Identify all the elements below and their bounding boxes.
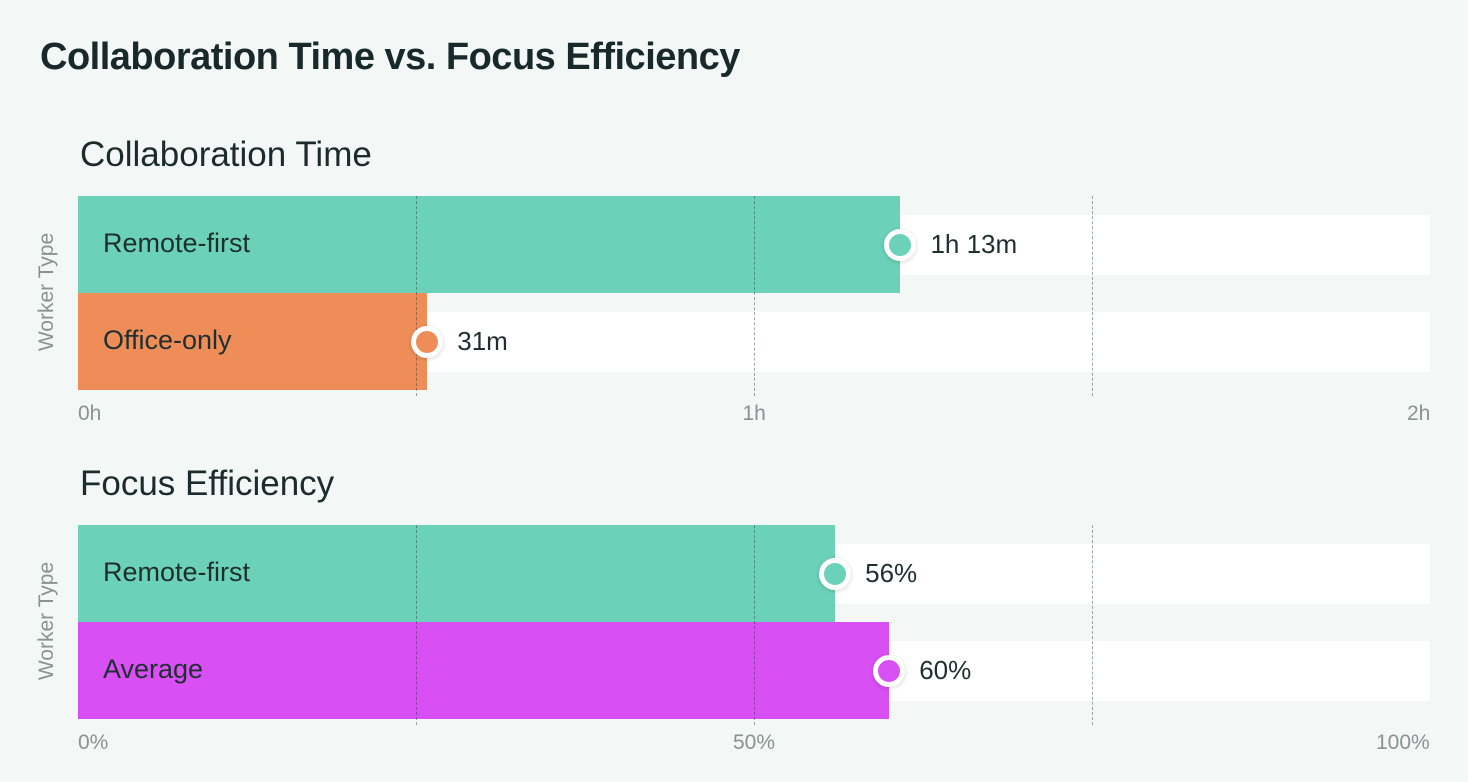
gridline [754,525,755,725]
x-tick-label: 1h [742,402,766,425]
gridline [416,196,417,396]
collaboration-plot-area: Remote-first Office-only 1h 13m 31m 0h 1h 2h [78,196,1430,426]
bar-average [78,622,890,719]
value-marker-remote-first [819,557,852,590]
collaboration-time-title: Collaboration Time [80,135,372,174]
value-label-remote-first: 56% [865,558,918,588]
x-tick-label: 50% [733,731,776,754]
x-tick-label: 2h [1407,402,1431,425]
category-label-average: Average [103,654,204,684]
category-label-office-only: Office-only [103,325,232,355]
collaboration-y-axis-label: Worker Type [35,232,58,352]
value-label-office-only: 31m [457,326,508,356]
x-tick-label: 100% [1376,731,1430,754]
focus-efficiency-title: Focus Efficiency [80,464,335,503]
bar-office-only [78,293,428,390]
value-marker-remote-first [884,228,917,261]
category-label-remote-first: Remote-first [103,228,251,258]
x-tick-label: 0% [78,731,109,754]
gridline [416,525,417,725]
bar-remote-first [78,196,901,293]
focus-plot-area: Remote-first Average 56% 60% 0% 50% 100% [78,525,1430,755]
bar-remote-first [78,525,836,622]
value-marker-average [873,654,906,687]
focus-y-axis-label: Worker Type [35,561,58,681]
value-marker-office-only [411,325,444,358]
gridline [754,196,755,396]
gridline [1092,196,1093,396]
x-tick-label: 0h [78,402,102,425]
category-label-remote-first: Remote-first [103,557,251,587]
value-label-average: 60% [919,655,972,685]
chart-title: Collaboration Time vs. Focus Efficiency [40,36,740,78]
gridline [1092,525,1093,725]
value-label-remote-first: 1h 13m [930,229,1018,259]
